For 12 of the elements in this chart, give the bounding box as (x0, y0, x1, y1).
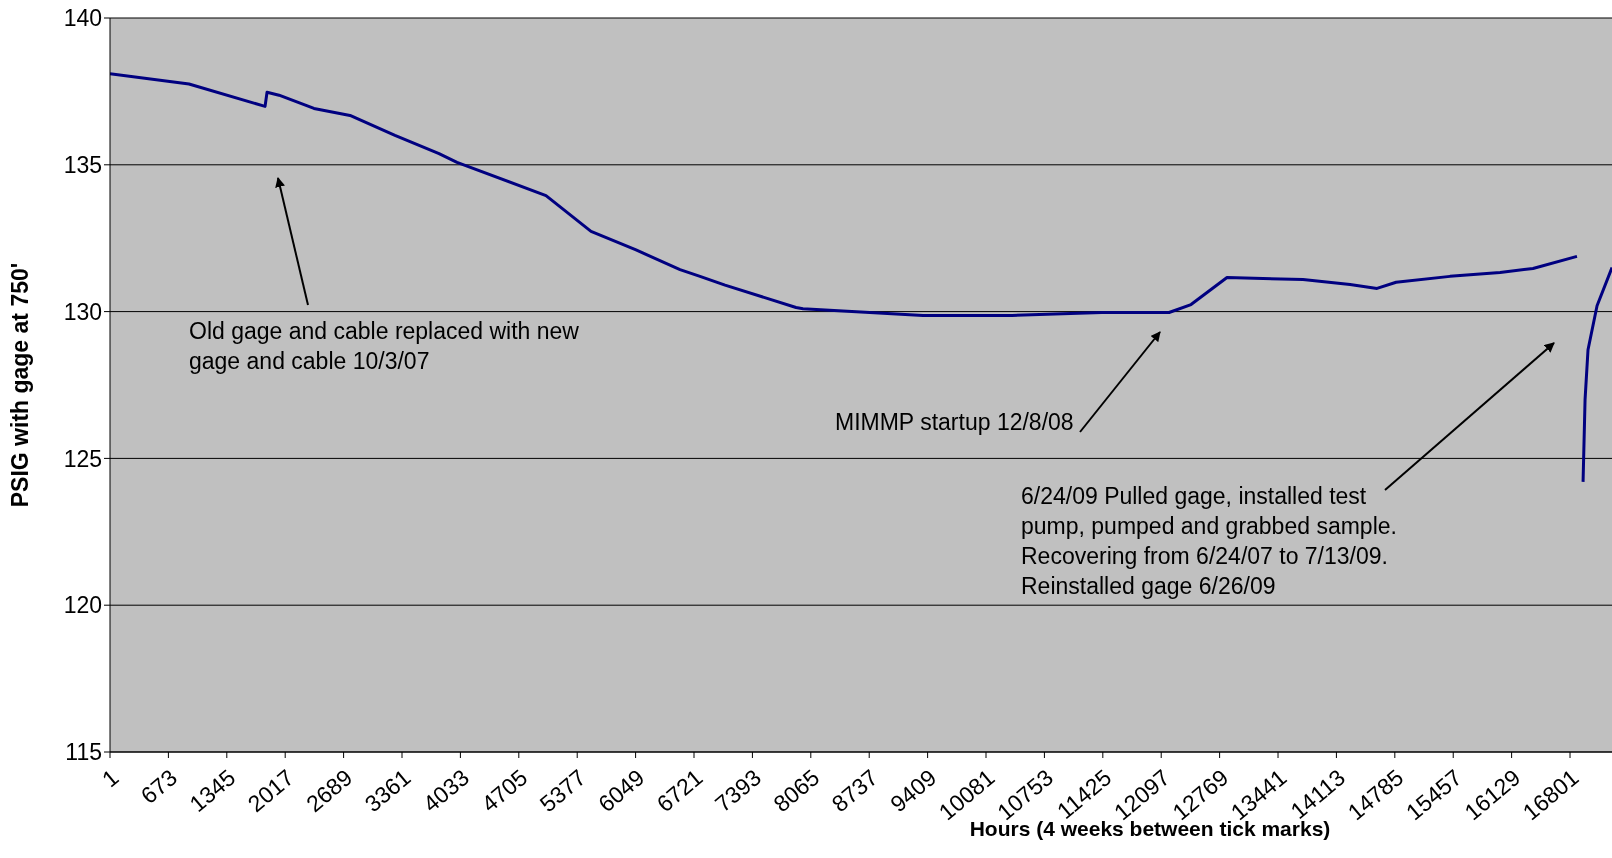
y-tick-label: 130 (63, 298, 102, 325)
x-tick-label: 673 (135, 764, 182, 809)
annotation: MIMMP startup 12/8/08 (835, 408, 1075, 437)
y-tick-label: 120 (63, 592, 102, 619)
y-axis-title: PSIG with gage at 750' (7, 262, 34, 508)
annotation: Old gage and cable replaced with new gage and cable 10/3/07 (189, 317, 580, 376)
y-tick-label: 135 (63, 151, 102, 178)
y-tick-label: 140 (63, 5, 102, 32)
annotation: 6/24/09 Pulled gage, installed test pump, pumped and grabbed sample. Recovering from 6/24/07 to 7/13/09. Reinstalled gage 6/26/09 (1021, 482, 1398, 601)
x-tick-label: 1 (97, 764, 124, 793)
y-tick-label: 125 (63, 445, 102, 472)
y-tick-label: 115 (65, 739, 102, 766)
